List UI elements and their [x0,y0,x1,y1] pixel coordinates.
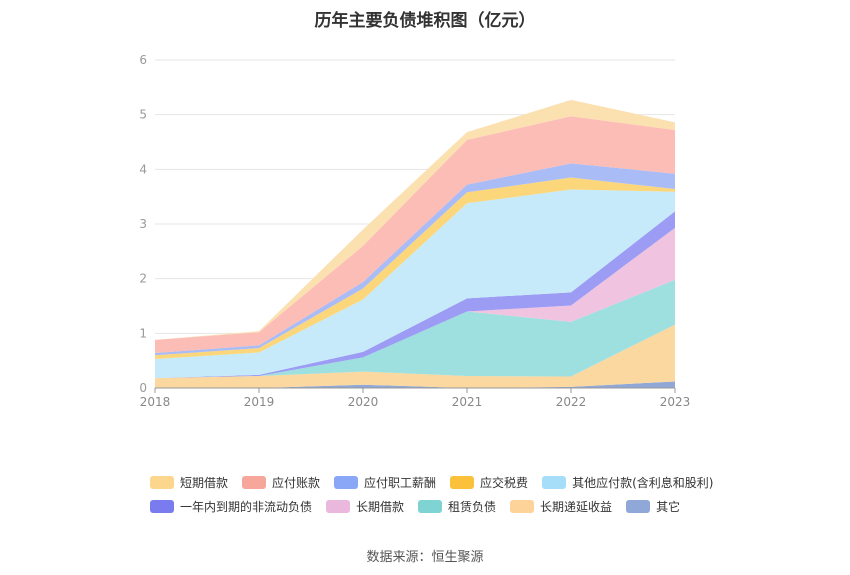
x-tick-label: 2020 [348,395,379,409]
legend-label: 应付账款 [272,475,321,490]
legend-label: 长期递延收益 [540,499,613,514]
legend-label: 应付职工薪酬 [364,475,437,490]
legend-swatch [150,475,174,489]
y-tick-label: 0 [139,381,147,395]
area-series [155,211,675,379]
area-series [155,163,675,356]
legend: 短期借款 应付账款 应付职工薪酬 应交税费 其他应付款(含利息和股利) 一年内到期的非流… [150,470,730,518]
area-series [155,279,675,379]
legend-swatch [542,475,567,489]
area-series [155,324,675,388]
legend-swatch [418,499,443,513]
legend-label: 长期借款 [356,499,405,514]
legend-item[interactable]: 短期借款 [150,474,228,491]
y-tick-label: 3 [139,217,147,231]
legend-item[interactable]: 其他应付款(含利息和股利) [542,474,713,491]
legend-item[interactable]: 其它 [626,498,680,515]
data-source: 数据来源：恒生聚源 [366,550,484,565]
legend-item[interactable]: 应交税费 [450,474,528,491]
legend-row-2: 一年内到期的非流动负债 长期借款 租赁负债 长期递延收益 其它 [150,494,730,518]
legend-row-1: 短期借款 应付账款 应付职工薪酬 应交税费 其他应付款(含利息和股利) [150,470,730,494]
legend-item[interactable]: 应付职工薪酬 [334,474,436,491]
legend-label: 租赁负债 [448,499,497,514]
legend-item[interactable]: 一年内到期的非流动负债 [150,498,312,515]
x-tick-label: 2018 [140,395,171,409]
legend-label: 短期借款 [180,475,229,490]
y-tick-label: 5 [139,108,147,122]
legend-label: 其他应付款(含利息和股利) [572,475,714,490]
y-tick-label: 4 [139,162,147,176]
area-series [155,116,675,354]
legend-swatch [326,499,351,513]
x-tick-label: 2019 [244,395,275,409]
legend-item[interactable]: 租赁负债 [418,498,496,515]
area-series [155,189,675,379]
legend-label: 一年内到期的非流动负债 [180,499,313,514]
x-tick-label: 2023 [660,395,691,409]
legend-item[interactable]: 应付账款 [242,474,320,491]
legend-swatch [450,475,475,489]
legend-swatch [626,499,651,513]
legend-label: 其它 [656,499,681,514]
y-tick-label: 1 [139,326,147,340]
legend-swatch [242,475,267,489]
legend-swatch [510,499,535,513]
legend-swatch [150,499,174,513]
area-series [155,381,675,388]
legend-item[interactable]: 长期递延收益 [510,498,612,515]
x-tick-label: 2021 [452,395,483,409]
legend-swatch [334,475,359,489]
y-tick-label: 2 [139,272,147,286]
x-tick-label: 2022 [556,395,587,409]
legend-label: 应交税费 [480,475,529,490]
legend-item[interactable]: 长期借款 [326,498,404,515]
y-tick-label: 6 [139,53,147,67]
chart-title: 历年主要负债堆积图（亿元） [314,11,536,31]
